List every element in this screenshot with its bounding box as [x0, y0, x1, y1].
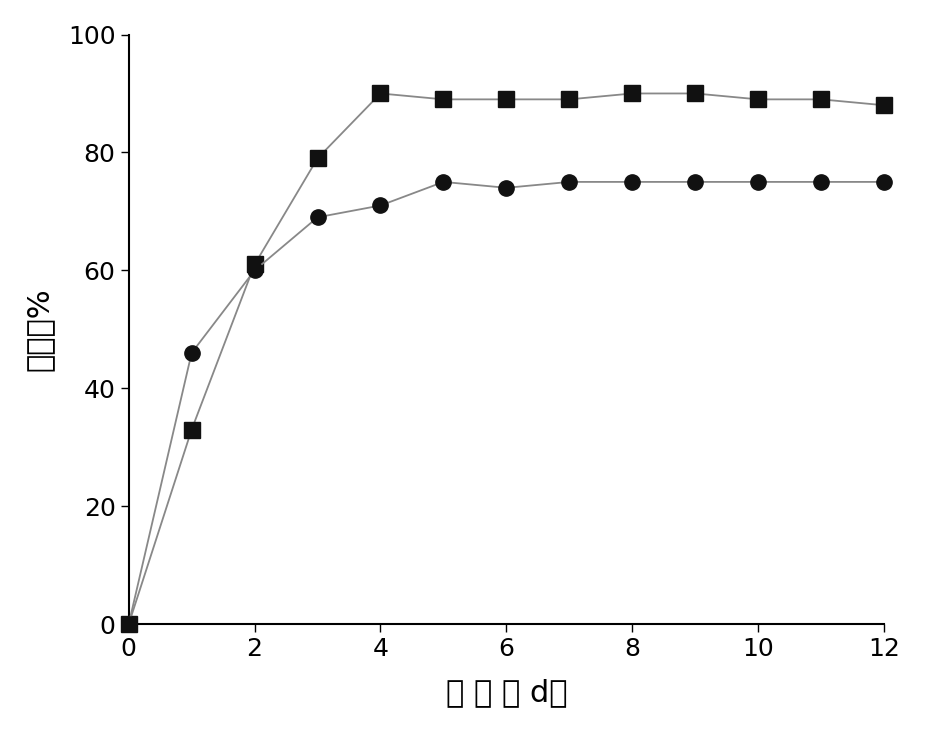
- X-axis label: 时 间 （ d）: 时 间 （ d）: [446, 678, 567, 707]
- Y-axis label: 去除率%: 去除率%: [25, 288, 54, 371]
